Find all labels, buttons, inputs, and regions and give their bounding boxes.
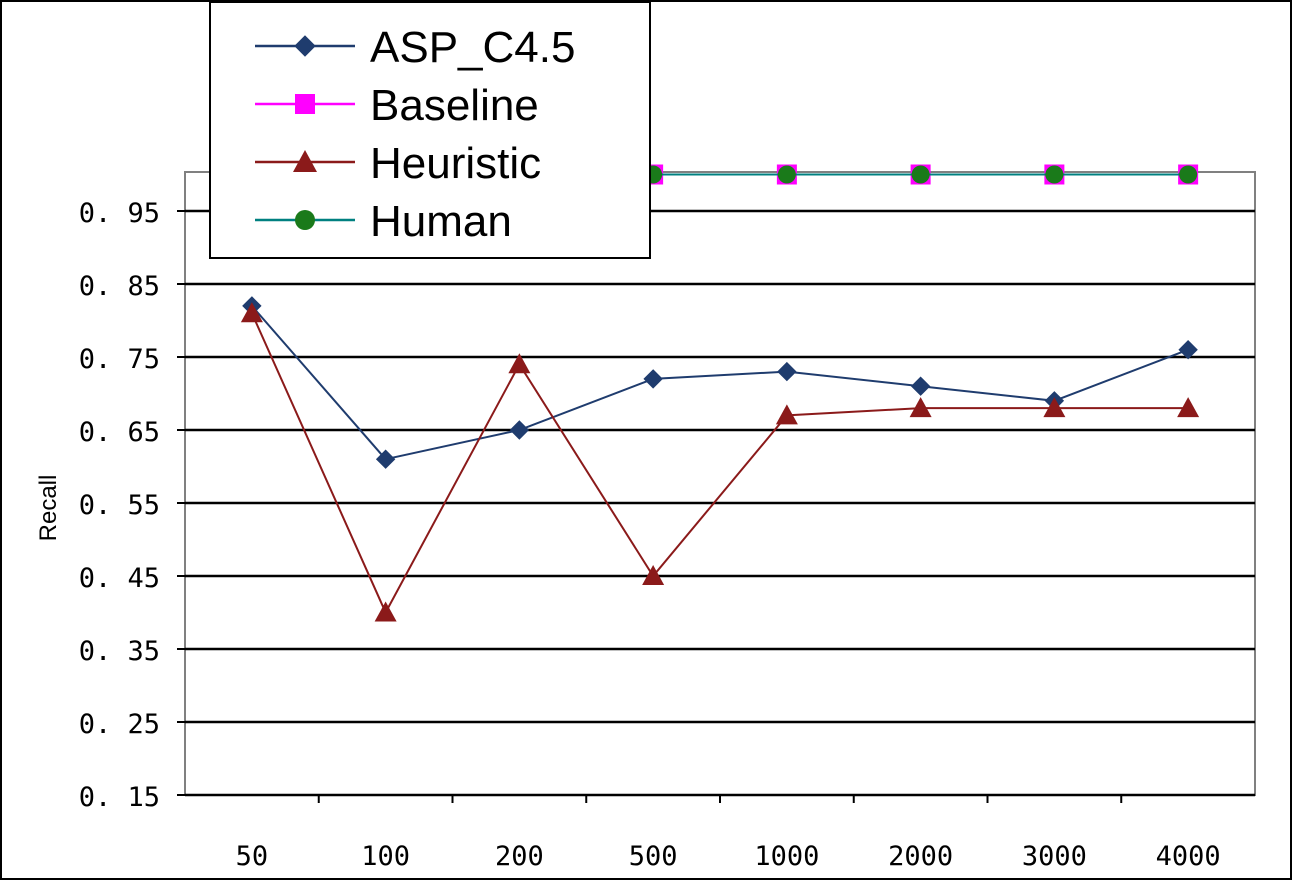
x-tick-label: 2000 [888, 841, 953, 872]
grid-layer [184, 171, 1256, 796]
legend-marker [293, 150, 317, 172]
data-point [910, 376, 931, 396]
legend-marker [294, 35, 316, 57]
legend-box [209, 1, 651, 259]
series-asp-c4-5 [242, 296, 1198, 469]
legend-marker [295, 94, 315, 114]
legend-marker [295, 210, 315, 230]
data-point [509, 420, 530, 440]
y-axis-label: Recall [35, 475, 62, 542]
legend-entry: ASP_C4.5 [255, 23, 575, 72]
data-point [643, 369, 663, 389]
y-tick-label: 0. 65 [79, 417, 160, 448]
data-point [374, 601, 397, 622]
y-tick-label: 0. 95 [79, 198, 160, 229]
y-tick-label: 0. 85 [79, 271, 160, 302]
data-point [1179, 165, 1198, 184]
legend-label: ASP_C4.5 [370, 23, 575, 72]
y-tick-label: 0. 15 [79, 782, 160, 813]
legend-entry: Human [255, 197, 512, 246]
x-tick-label: 100 [361, 841, 410, 872]
data-point [508, 353, 531, 374]
y-tick-label: 0. 45 [79, 563, 160, 594]
data-point [1043, 397, 1066, 418]
y-tick-label: 0. 75 [79, 344, 160, 375]
x-tick-label: 500 [629, 841, 678, 872]
x-tick-label: 4000 [1156, 841, 1221, 872]
x-tick-label: 50 [236, 841, 269, 872]
legend-label: Baseline [370, 81, 539, 130]
y-tick-label: 0. 35 [79, 636, 160, 667]
data-point [911, 165, 930, 184]
data-point [375, 449, 396, 469]
data-point [642, 565, 665, 585]
legend-label: Human [370, 197, 512, 246]
series-line [250, 312, 1189, 615]
y-tick-label: 0. 55 [79, 490, 160, 521]
x-tick-label: 1000 [754, 841, 819, 872]
data-point [777, 165, 796, 184]
series-line [251, 305, 1189, 461]
legend-label: Heuristic [370, 139, 541, 188]
plot-area-frame [184, 171, 1256, 796]
data-point [777, 361, 797, 382]
legend-entry: Baseline [255, 81, 539, 130]
data-point [1177, 397, 1200, 418]
data-point [240, 302, 263, 323]
legend-entry: Heuristic [255, 139, 541, 188]
data-point [1045, 165, 1064, 184]
y-tick-label: 0. 25 [79, 709, 160, 740]
data-point [909, 397, 932, 418]
data-point [775, 404, 798, 425]
legend: ASP_C4.5 Baseline Heuristic Human [209, 1, 651, 259]
series-heuristic [240, 302, 1200, 622]
x-tick-label: 200 [495, 841, 544, 872]
data-point [1178, 339, 1198, 360]
x-tick-label: 3000 [1022, 841, 1087, 872]
